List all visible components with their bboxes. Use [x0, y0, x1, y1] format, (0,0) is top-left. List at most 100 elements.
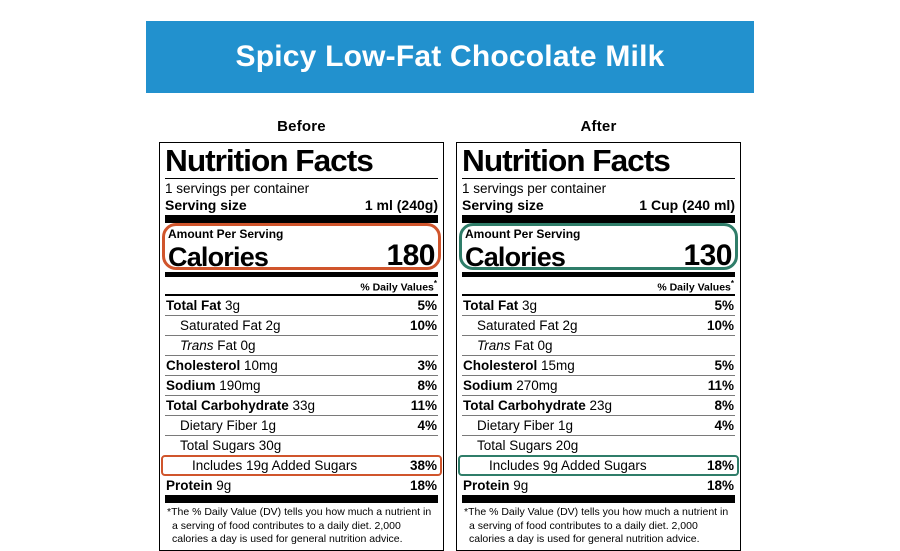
calories-block: Amount Per Serving Calories 130 [459, 222, 738, 272]
servings-per-container: 1 servings per container [462, 180, 607, 196]
nutrient-daily-value: 5% [417, 298, 437, 314]
row-divider [462, 435, 735, 437]
nutrient-row: Cholesterol 10mg 3% [165, 356, 438, 375]
nutrient-name: Saturated Fat 2g [180, 318, 281, 334]
row-divider [462, 395, 735, 397]
nutrient-name-bold: Sodium [166, 378, 216, 394]
nutrient-name-bold: Cholesterol [463, 358, 538, 374]
nutrient-name-bold: Protein [463, 478, 510, 494]
nutrient-name-bold: Sodium [463, 378, 513, 394]
divider-under-heading [462, 177, 735, 179]
serving-size-row: Serving size 1 Cup (240 ml) [462, 197, 735, 215]
calories-label: Calories [168, 241, 269, 272]
row-divider [165, 315, 438, 317]
nutrient-name: Includes 19g Added Sugars [192, 458, 358, 474]
nutrient-name-bold: Total Carbohydrate [166, 398, 289, 414]
divider-under-calories [165, 271, 438, 277]
serving-size-label: Serving size [462, 196, 544, 213]
nutrient-row: Total Sugars 30g [165, 436, 438, 455]
row-divider [462, 415, 735, 417]
daily-value-header: % Daily Values* [165, 277, 438, 295]
nutrient-daily-value: 18% [409, 478, 437, 494]
divider-thick-top [165, 214, 438, 223]
nutrient-name: Sodium 270mg [463, 378, 558, 394]
nutrient-name-bold: Total Carbohydrate [463, 398, 586, 414]
nutrient-row: Sodium 270mg 11% [462, 376, 735, 395]
nutrient-daily-value: 11% [707, 378, 734, 394]
nutrient-daily-value: 4% [417, 418, 437, 434]
nutrient-daily-value: 8% [714, 398, 734, 414]
serving-size-row: Serving size 1 ml (240g) [165, 197, 438, 215]
nutrient-row: Dietary Fiber 1g 4% [165, 416, 438, 435]
nutrient-name: Total Sugars 20g [477, 438, 579, 454]
nutrition-facts-heading: Nutrition Facts [165, 143, 374, 178]
nutrition-facts-label-before: Nutrition Facts 1 servings per container… [159, 142, 444, 551]
nutrient-daily-value: 4% [714, 418, 734, 434]
nutrient-daily-value: 11% [410, 398, 437, 414]
nutrient-daily-value: 18% [706, 458, 734, 474]
row-divider [165, 395, 438, 397]
divider-under-heading [165, 177, 438, 179]
nutrient-name: Protein 9g [463, 478, 529, 494]
serving-size-value: 1 Cup (240 ml) [639, 196, 735, 213]
nutrient-name: Total Fat 3g [166, 298, 241, 314]
calories-value: 180 [386, 238, 435, 272]
nutrition-panel-before: Before Nutrition Facts 1 servings per co… [159, 118, 444, 551]
calories-label: Calories [465, 241, 566, 272]
nutrient-rows-container: Total Fat 3g 5% Saturated Fat 2g 10% Trans F… [161, 296, 442, 495]
daily-value-asterisk: * [730, 278, 734, 288]
nutrient-daily-value: 5% [714, 358, 734, 374]
nutrient-row: Includes 9g Added Sugars 18% [458, 455, 739, 477]
nutrient-name: Sodium 190mg [166, 378, 261, 394]
serving-size-value: 1 ml (240g) [364, 196, 438, 213]
nutrient-row: Total Sugars 20g [462, 436, 735, 455]
calories-value: 130 [683, 238, 732, 272]
nutrition-facts-heading: Nutrition Facts [462, 143, 671, 178]
nutrient-name: Trans Fat 0g [477, 338, 553, 354]
nutrient-row: Total Carbohydrate 33g 11% [165, 396, 438, 415]
divider-above-rows [462, 294, 735, 297]
divider-thick-top [462, 214, 735, 223]
nutrient-daily-value: 8% [417, 378, 437, 394]
nutrient-name: Total Sugars 30g [180, 438, 282, 454]
nutrient-name: Includes 9g Added Sugars [489, 458, 647, 474]
daily-value-footnote: *The % Daily Value (DV) tells you how mu… [167, 506, 432, 545]
nutrient-rows-container: Total Fat 3g 5% Saturated Fat 2g 10% Trans F… [458, 296, 739, 495]
row-divider [165, 375, 438, 377]
nutrient-name: Total Fat 3g [463, 298, 538, 314]
nutrient-name-bold: Protein [166, 478, 213, 494]
nutrient-row: Total Fat 3g 5% [165, 296, 438, 315]
divider-under-calories [462, 271, 735, 277]
panel-caption-after: After [580, 118, 617, 135]
nutrient-row: Saturated Fat 2g 10% [165, 316, 438, 335]
row-divider [462, 355, 735, 357]
daily-value-header-text: % Daily Values [657, 281, 731, 294]
row-divider [165, 435, 438, 437]
nutrient-name: Dietary Fiber 1g [180, 418, 277, 434]
nutrient-row: Includes 19g Added Sugars 38% [161, 455, 442, 477]
nutrient-row: Total Fat 3g 5% [462, 296, 735, 315]
nutrient-daily-value: 38% [409, 458, 437, 474]
nutrient-daily-value: 18% [706, 478, 734, 494]
nutrient-name-bold: Total Fat [463, 298, 519, 314]
row-divider [462, 375, 735, 377]
nutrient-row: Cholesterol 15mg 5% [462, 356, 735, 375]
nutrient-row: Protein 9g 18% [165, 476, 438, 495]
nutrient-name: Trans Fat 0g [180, 338, 256, 354]
row-divider [462, 335, 735, 337]
divider-above-rows [165, 294, 438, 297]
nutrition-panel-after: After Nutrition Facts 1 servings per con… [456, 118, 741, 551]
nutrient-daily-value: 10% [409, 318, 437, 334]
nutrient-name: Total Carbohydrate 23g [463, 398, 613, 414]
divider-above-footnote [165, 495, 438, 504]
servings-per-container: 1 servings per container [165, 180, 310, 196]
nutrient-row: Saturated Fat 2g 10% [462, 316, 735, 335]
nutrient-name: Cholesterol 10mg [166, 358, 278, 374]
nutrient-name-bold: Total Fat [166, 298, 222, 314]
product-title-banner: Spicy Low-Fat Chocolate Milk [146, 21, 754, 93]
nutrient-name: Protein 9g [166, 478, 232, 494]
nutrition-facts-label-after: Nutrition Facts 1 servings per container… [456, 142, 741, 551]
amount-per-serving-label: Amount Per Serving [168, 226, 284, 241]
divider-above-footnote [462, 495, 735, 504]
row-divider [165, 355, 438, 357]
